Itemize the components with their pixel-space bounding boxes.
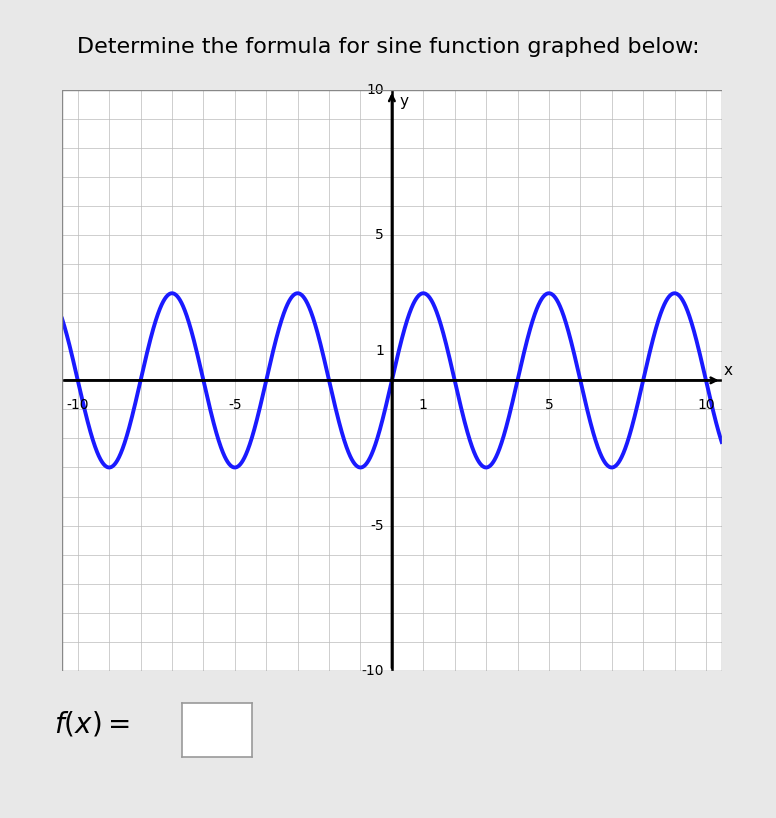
- Text: 1: 1: [375, 344, 384, 358]
- Text: 5: 5: [545, 398, 553, 411]
- Text: -5: -5: [228, 398, 241, 411]
- Text: y: y: [400, 94, 409, 110]
- Text: 10: 10: [366, 83, 384, 97]
- Text: 1: 1: [419, 398, 428, 411]
- Text: -10: -10: [67, 398, 89, 411]
- Text: -5: -5: [370, 519, 384, 533]
- Text: $f(x) =$: $f(x) =$: [54, 709, 130, 739]
- Text: Determine the formula for sine function graphed below:: Determine the formula for sine function …: [77, 37, 699, 56]
- Text: 10: 10: [697, 398, 715, 411]
- Text: x: x: [723, 362, 733, 378]
- Bar: [62, 90, 722, 671]
- Text: 5: 5: [376, 228, 384, 242]
- Text: -10: -10: [362, 663, 384, 678]
